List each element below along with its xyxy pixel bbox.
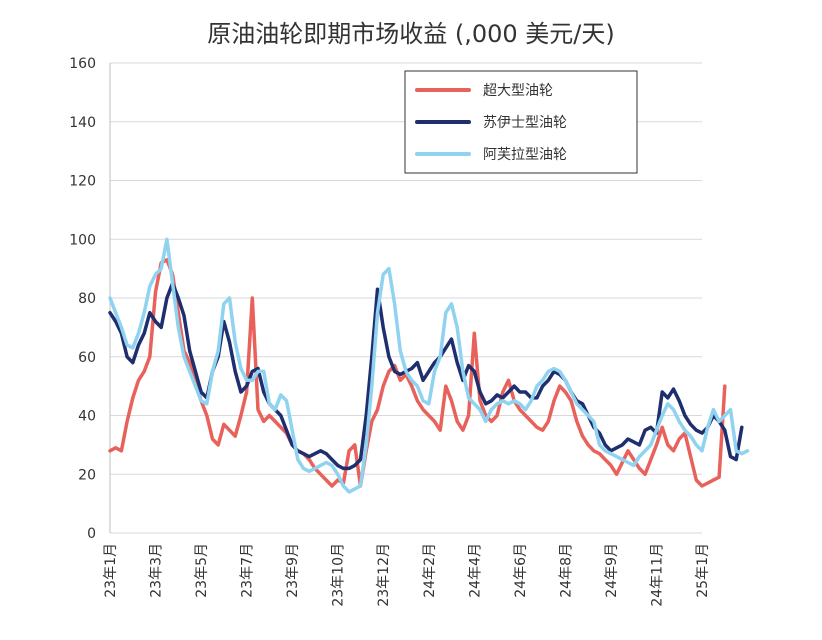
y-tick-label: 40 — [78, 409, 96, 425]
series-line-3 — [108, 237, 750, 494]
x-tick-label: 23年9月 — [285, 543, 301, 598]
x-tick-label: 23年10月 — [331, 543, 347, 607]
y-tick-label: 120 — [69, 174, 96, 190]
x-tick-label: 23年1月 — [103, 543, 119, 598]
x-tick-label: 24年2月 — [422, 543, 438, 598]
x-tick-label: 24年9月 — [604, 543, 620, 598]
series-line-1 — [108, 258, 727, 488]
x-tick-label: 23年5月 — [194, 543, 210, 598]
y-tick-label: 0 — [87, 526, 96, 542]
series-line-2 — [108, 281, 744, 471]
gridlines — [110, 62, 702, 534]
legend-label: 超大型油轮 — [483, 83, 553, 99]
x-tick-label: 23年7月 — [240, 543, 256, 598]
series-lines — [108, 237, 750, 494]
x-tick-label: 24年11月 — [649, 543, 665, 607]
legend-label: 阿芙拉型油轮 — [483, 146, 567, 163]
y-tick-label: 100 — [69, 232, 96, 248]
chart-title: 原油油轮即期市场收益 (,000 美元/天) — [207, 20, 615, 48]
legend-label: 苏伊士型油轮 — [483, 115, 567, 131]
x-tick-labels: 23年1月 23年3月 23年5月 23年7月 23年9月 23年10月 23年12月 24年… — [103, 543, 711, 607]
y-tick-label: 20 — [78, 467, 96, 483]
x-tick-label: 23年3月 — [149, 543, 165, 598]
y-tick-labels: 0 20 40 60 80 100 120 140 160 — [69, 56, 96, 542]
x-tick-label: 24年8月 — [558, 543, 574, 598]
y-tick-label: 160 — [69, 56, 96, 72]
x-tick-label: 23年12月 — [376, 543, 392, 607]
y-tick-label: 60 — [78, 350, 96, 366]
x-tick-label: 24年6月 — [513, 543, 529, 598]
x-tick-label: 24年4月 — [467, 543, 483, 598]
y-tick-label: 80 — [78, 291, 96, 307]
y-tick-label: 140 — [69, 115, 96, 131]
x-tick-label: 25年1月 — [695, 543, 711, 598]
